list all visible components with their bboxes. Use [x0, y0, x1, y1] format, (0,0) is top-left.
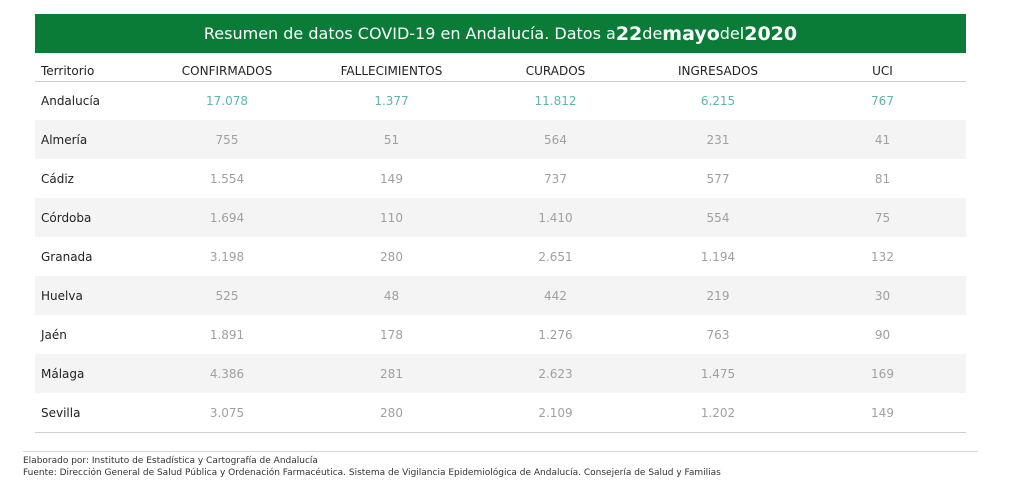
table-row: Almería 755 51 564 231 41: [35, 120, 966, 159]
fallecimientos-value: 280: [380, 249, 403, 264]
territory-name: Jaén: [41, 327, 67, 342]
curados-value: 442: [474, 276, 637, 315]
fallecimientos-value: 110: [309, 198, 474, 237]
title-banner: Resumen de datos COVID-19 en Andalucía. …: [35, 14, 966, 53]
fallecimientos-value: 51: [309, 120, 474, 159]
territory-name: Andalucía: [41, 94, 101, 108]
covid-summary-table: Territorio CONFIRMADOS FALLECIMIENTOS CU…: [35, 60, 966, 433]
footer-elaborado: Elaborado por: Instituto de Estadística …: [23, 456, 318, 466]
uci-value: 149: [799, 393, 966, 433]
uci-value: 169: [799, 354, 966, 393]
title-day: 22: [615, 22, 643, 45]
confirmados-value: 1.891: [209, 327, 245, 342]
curados-value: 2.109: [474, 393, 637, 433]
territory-name: Granada: [41, 249, 93, 264]
ingresados-value: 6.215: [700, 94, 736, 108]
confirmados-value: 3.198: [209, 249, 245, 264]
territory-name: Málaga: [35, 354, 145, 393]
uci-value: 767: [871, 94, 894, 108]
curados-value: 564: [474, 120, 637, 159]
curados-value: 737: [544, 171, 567, 186]
confirmados-value: 17.078: [206, 94, 248, 108]
uci-value: 81: [874, 171, 891, 186]
ingresados-value: 763: [706, 327, 730, 342]
uci-value: 30: [799, 276, 966, 315]
source-footer: Elaborado por: Instituto de Estadística …: [23, 451, 978, 479]
title-year: 2020: [744, 22, 798, 45]
uci-value: 41: [799, 120, 966, 159]
curados-value: 2.623: [474, 354, 637, 393]
confirmados-value: 525: [145, 276, 309, 315]
territory-name: Córdoba: [35, 198, 145, 237]
ingresados-value: 1.202: [637, 393, 799, 433]
title-prefix: Resumen de datos COVID-19 en Andalucía. …: [203, 24, 616, 43]
header-ingresados: INGRESADOS: [637, 60, 799, 82]
ingresados-value: 554: [637, 198, 799, 237]
table-row: Málaga 4.386 281 2.623 1.475 169: [35, 354, 966, 393]
fallecimientos-value: 149: [380, 171, 403, 186]
table-header-row: Territorio CONFIRMADOS FALLECIMIENTOS CU…: [35, 60, 966, 82]
header-confirmados: CONFIRMADOS: [145, 60, 309, 82]
header-fallecimientos: FALLECIMIENTOS: [309, 60, 474, 82]
ingresados-value: 231: [637, 120, 799, 159]
territory-name: Cádiz: [41, 171, 74, 186]
uci-value: 90: [874, 327, 891, 342]
uci-value: 132: [871, 249, 894, 264]
fallecimientos-value: 1.377: [374, 94, 409, 108]
curados-value: 1.276: [538, 327, 573, 342]
fallecimientos-value: 281: [309, 354, 474, 393]
fallecimientos-value: 178: [380, 327, 403, 342]
table-row: Cádiz 1.554 149 737 577 81: [35, 159, 966, 198]
table-row: Jaén 1.891 178 1.276 763 90: [35, 315, 966, 354]
ingresados-value: 219: [637, 276, 799, 315]
table-row: Huelva 525 48 442 219 30: [35, 276, 966, 315]
confirmados-value: 1.694: [145, 198, 309, 237]
curados-value: 2.651: [538, 249, 573, 264]
ingresados-value: 577: [706, 171, 730, 186]
confirmados-value: 4.386: [145, 354, 309, 393]
header-uci: UCI: [799, 60, 966, 82]
ingresados-value: 1.475: [637, 354, 799, 393]
curados-value: 1.410: [474, 198, 637, 237]
table-row: Andalucía 17.078 1.377 11.812 6.215 767: [35, 82, 966, 121]
confirmados-value: 755: [145, 120, 309, 159]
header-territorio: Territorio: [35, 60, 145, 82]
territory-name: Sevilla: [35, 393, 145, 433]
confirmados-value: 1.554: [209, 171, 245, 186]
curados-value: 11.812: [534, 94, 577, 108]
uci-value: 75: [799, 198, 966, 237]
confirmados-value: 3.075: [145, 393, 309, 433]
fallecimientos-value: 48: [309, 276, 474, 315]
ingresados-value: 1.194: [700, 249, 736, 264]
title-del: del: [719, 24, 745, 43]
header-curados: CURADOS: [474, 60, 637, 82]
table-row: Córdoba 1.694 110 1.410 554 75: [35, 198, 966, 237]
territory-name: Almería: [35, 120, 145, 159]
footer-fuente: Fuente: Dirección General de Salud Públi…: [23, 468, 721, 478]
title-de: de: [642, 24, 663, 43]
fallecimientos-value: 280: [309, 393, 474, 433]
table-row: Sevilla 3.075 280 2.109 1.202 149: [35, 393, 966, 433]
table-row: Granada 3.198 280 2.651 1.194 132: [35, 237, 966, 276]
title-month: mayo: [662, 22, 720, 45]
territory-name: Huelva: [35, 276, 145, 315]
